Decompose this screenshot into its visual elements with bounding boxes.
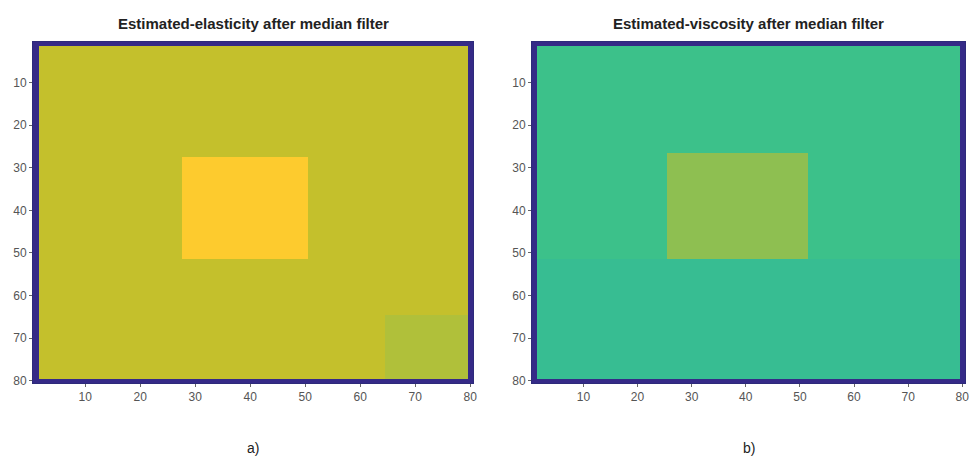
svg-text:40: 40 bbox=[739, 390, 753, 404]
svg-text:40: 40 bbox=[244, 390, 258, 404]
svg-text:30: 30 bbox=[189, 390, 203, 404]
svg-text:30: 30 bbox=[13, 161, 27, 175]
svg-text:Estimated-viscosity after medi: Estimated-viscosity after median filter bbox=[613, 15, 884, 32]
svg-text:80: 80 bbox=[512, 374, 526, 388]
svg-text:20: 20 bbox=[512, 118, 526, 132]
svg-text:a): a) bbox=[247, 440, 259, 456]
svg-text:b): b) bbox=[743, 440, 755, 456]
svg-text:60: 60 bbox=[354, 390, 368, 404]
svg-text:30: 30 bbox=[512, 161, 526, 175]
svg-text:20: 20 bbox=[134, 390, 148, 404]
svg-text:10: 10 bbox=[577, 390, 591, 404]
svg-text:50: 50 bbox=[512, 246, 526, 260]
svg-text:70: 70 bbox=[901, 390, 915, 404]
svg-text:10: 10 bbox=[79, 390, 93, 404]
svg-text:10: 10 bbox=[13, 76, 27, 90]
svg-text:20: 20 bbox=[631, 390, 645, 404]
svg-text:40: 40 bbox=[13, 204, 27, 218]
svg-text:80: 80 bbox=[956, 390, 970, 404]
svg-text:Estimated-elasticity after med: Estimated-elasticity after median filter bbox=[118, 15, 389, 32]
svg-text:80: 80 bbox=[13, 374, 27, 388]
svg-text:70: 70 bbox=[13, 331, 27, 345]
svg-text:80: 80 bbox=[464, 390, 478, 404]
svg-text:40: 40 bbox=[512, 204, 526, 218]
svg-text:60: 60 bbox=[13, 289, 27, 303]
svg-text:70: 70 bbox=[409, 390, 423, 404]
svg-text:30: 30 bbox=[685, 390, 699, 404]
svg-text:50: 50 bbox=[793, 390, 807, 404]
svg-text:60: 60 bbox=[512, 289, 526, 303]
svg-text:10: 10 bbox=[512, 76, 526, 90]
svg-text:70: 70 bbox=[512, 331, 526, 345]
svg-text:50: 50 bbox=[299, 390, 313, 404]
svg-text:60: 60 bbox=[847, 390, 861, 404]
svg-text:50: 50 bbox=[13, 246, 27, 260]
svg-text:20: 20 bbox=[13, 118, 27, 132]
